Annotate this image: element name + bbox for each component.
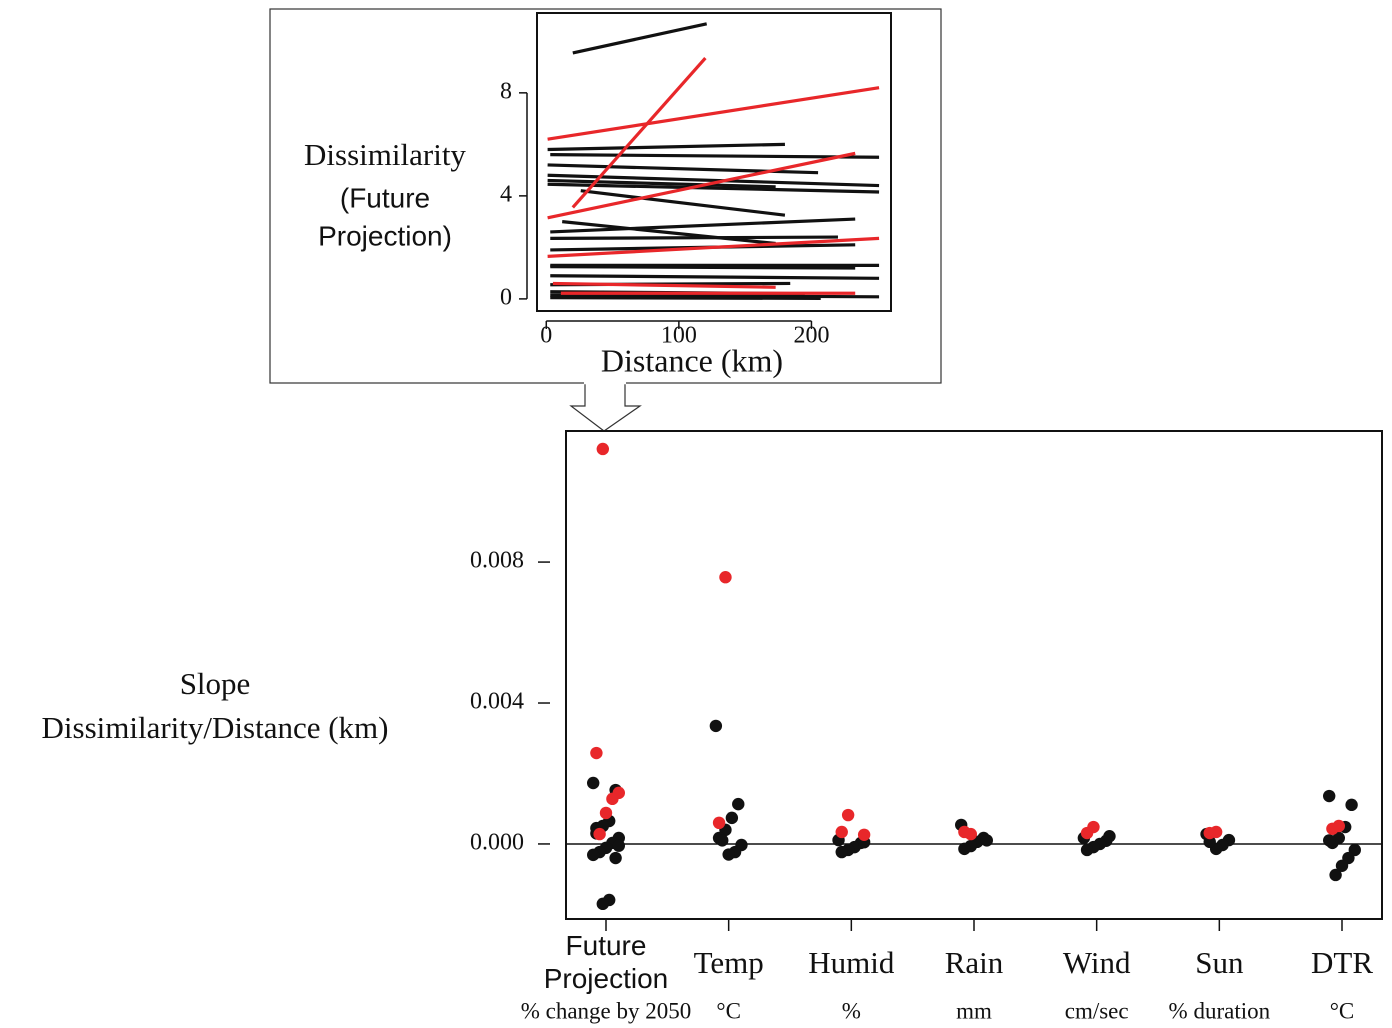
line-segment [547,142,785,152]
unit-label: % duration [1169,998,1271,1023]
line-segment [562,220,776,246]
y-axis-label: Dissimilarity [304,137,466,172]
point [1345,798,1358,812]
point [1203,826,1216,840]
plot-frame [536,12,892,312]
point [719,571,732,584]
unit-label: % [842,998,861,1023]
unit-label: mm [956,998,992,1023]
callout-arrow [569,382,642,432]
line-segment [580,189,786,217]
line-segment [547,236,880,258]
y-tick-label: 0.004 [470,689,524,715]
point [1103,829,1116,843]
point [596,442,609,456]
x-tick-label: Future Projection [543,930,669,994]
x-tick-label: 0 [540,323,552,349]
point [716,834,729,847]
line-segment [550,217,856,234]
x-tick-label-box: Rain [944,944,1004,980]
y-tick-label: 0.008 [470,548,524,574]
x-tick-label-box: Humid [808,944,895,980]
point [1080,843,1094,857]
point [1335,859,1349,872]
x-tick-label: 100 [661,323,697,349]
unit-label: °C [1330,998,1355,1023]
point [1323,834,1336,847]
point [732,797,745,811]
point [599,806,613,820]
point [712,816,726,830]
y-axis-label: Dissimilarity/Distance (km) [42,710,389,745]
x-tick-label-box: Wind [1062,944,1131,980]
point [590,746,603,760]
point [841,808,855,822]
line-segment [547,151,856,220]
y-tick-label: 0 [500,284,512,310]
point [709,719,723,733]
unit-label: % change by 2050 [521,998,692,1023]
y-tick-label: 8 [500,78,512,104]
point [587,776,600,790]
line-segment [547,182,880,194]
line-segment [571,57,707,209]
x-tick-label-box: DTR [1311,944,1373,980]
y-axis-label: Projection) [318,220,452,251]
point [596,897,609,911]
x-tick-label-box: Temp [693,944,764,980]
x-tick-label: DTR [1311,944,1373,980]
point [980,834,993,847]
line-segment [547,178,776,189]
x-tick-label: Sun [1195,944,1244,980]
point [835,845,848,859]
point [587,848,600,862]
x-tick-label: Wind [1062,944,1131,980]
point [606,792,619,806]
point [958,825,971,839]
y-tick-label: 4 [500,181,512,207]
point [1329,868,1342,882]
x-tick-label-box: Future Projection [543,930,669,994]
line-segment [547,173,880,188]
line-segment [550,296,821,300]
x-tick-label: Rain [944,944,1004,980]
point [835,825,848,839]
point [1323,789,1336,803]
x-tick-label: Temp [693,944,764,980]
line-segment [550,274,880,280]
unit-label: °C [716,998,741,1023]
line-segment [547,86,880,141]
y-axis-label: Slope [180,666,251,701]
line-segment [550,293,880,299]
x-tick-label: Humid [808,944,895,980]
x-axis-label: Distance (km) [601,342,783,378]
point [958,842,971,856]
x-tick-label-box: Sun [1195,944,1244,980]
line-segment [552,281,776,289]
unit-label: cm/sec [1065,998,1129,1023]
line-segment [550,235,838,240]
point [1326,822,1339,835]
line-segment [550,153,880,159]
x-tick-label: 200 [793,323,829,349]
point [1080,826,1094,840]
point [722,848,735,861]
y-tick-label: 0.000 [470,829,524,855]
line-segment [572,22,708,55]
point [725,811,739,825]
y-axis-label: (Future [340,182,430,213]
point [609,851,622,865]
point [593,827,606,841]
point [857,828,871,841]
point [612,839,625,852]
point [1203,835,1216,849]
